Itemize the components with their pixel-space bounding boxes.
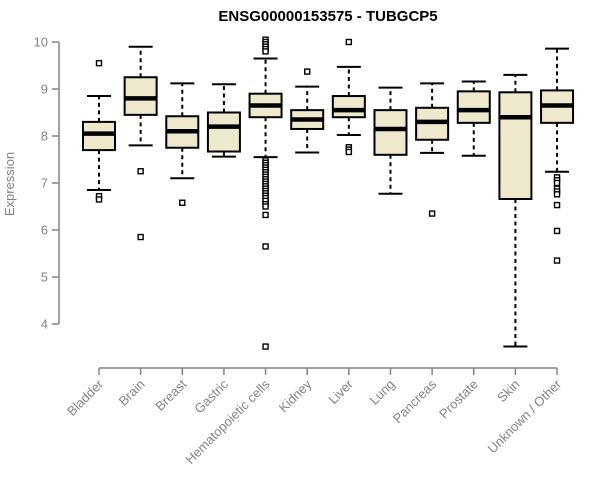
outlier-point-liver [345,38,353,46]
x-tick-label-pancreas: Pancreas [390,376,440,426]
x-tick-label-kidney: Kidney [276,376,315,415]
box-prostate [456,90,491,124]
x-tick-label-lung: Lung [367,377,398,408]
outlier-point-hematopoietic-cells [262,343,269,350]
chart-title: ENSG00000153575 - TUBGCP5 [218,8,437,25]
outlier-point-hematopoietic-cells [262,48,269,55]
outlier-point-pancreas [428,210,436,217]
outlier-point-unknown-other [553,179,561,187]
box-skin [498,91,533,200]
outlier-point-unknown-other [553,201,561,209]
outlier-point-hematopoietic-cells [262,203,269,210]
y-tick-label: 4 [41,317,48,332]
y-tick-label: 10 [34,35,48,50]
y-tick-label: 6 [41,223,48,238]
outlier-point-bladder [95,196,103,203]
x-tick-label-liver: Liver [325,376,356,407]
y-axis-label: Expression [2,152,17,216]
outlier-point-liver [345,148,353,156]
y-tick-label: 8 [41,129,48,144]
outlier-point-brain [137,168,144,175]
y-tick-label: 7 [41,176,48,191]
y-tick-label: 5 [41,270,48,285]
outlier-point-unknown-other [553,257,561,264]
x-tick-label-skin: Skin [494,377,522,405]
box-lung [373,109,408,156]
x-tick-label-prostate: Prostate [436,377,481,422]
outlier-point-breast [179,199,186,206]
x-tick-label-breast: Breast [152,376,189,413]
y-tick-label: 9 [41,82,48,97]
box-liver [331,95,366,119]
x-tick-label-gastric: Gastric [191,376,231,416]
outlier-point-kidney [304,68,311,75]
outlier-point-bladder [95,59,103,67]
x-tick-label-unknown-other: Unknown / Other [485,376,565,456]
outlier-point-unknown-other [553,191,561,198]
outlier-point-unknown-other [553,227,561,235]
box-bladder [82,120,116,152]
x-tick-label-brain: Brain [116,377,148,409]
x-tick-label-bladder: Bladder [64,376,107,419]
outlier-point-hematopoietic-cells [262,243,269,250]
outlier-point-brain [137,233,144,241]
outlier-point-hematopoietic-cells [262,211,269,219]
box-gastric [206,111,241,153]
box-brain [123,76,158,116]
